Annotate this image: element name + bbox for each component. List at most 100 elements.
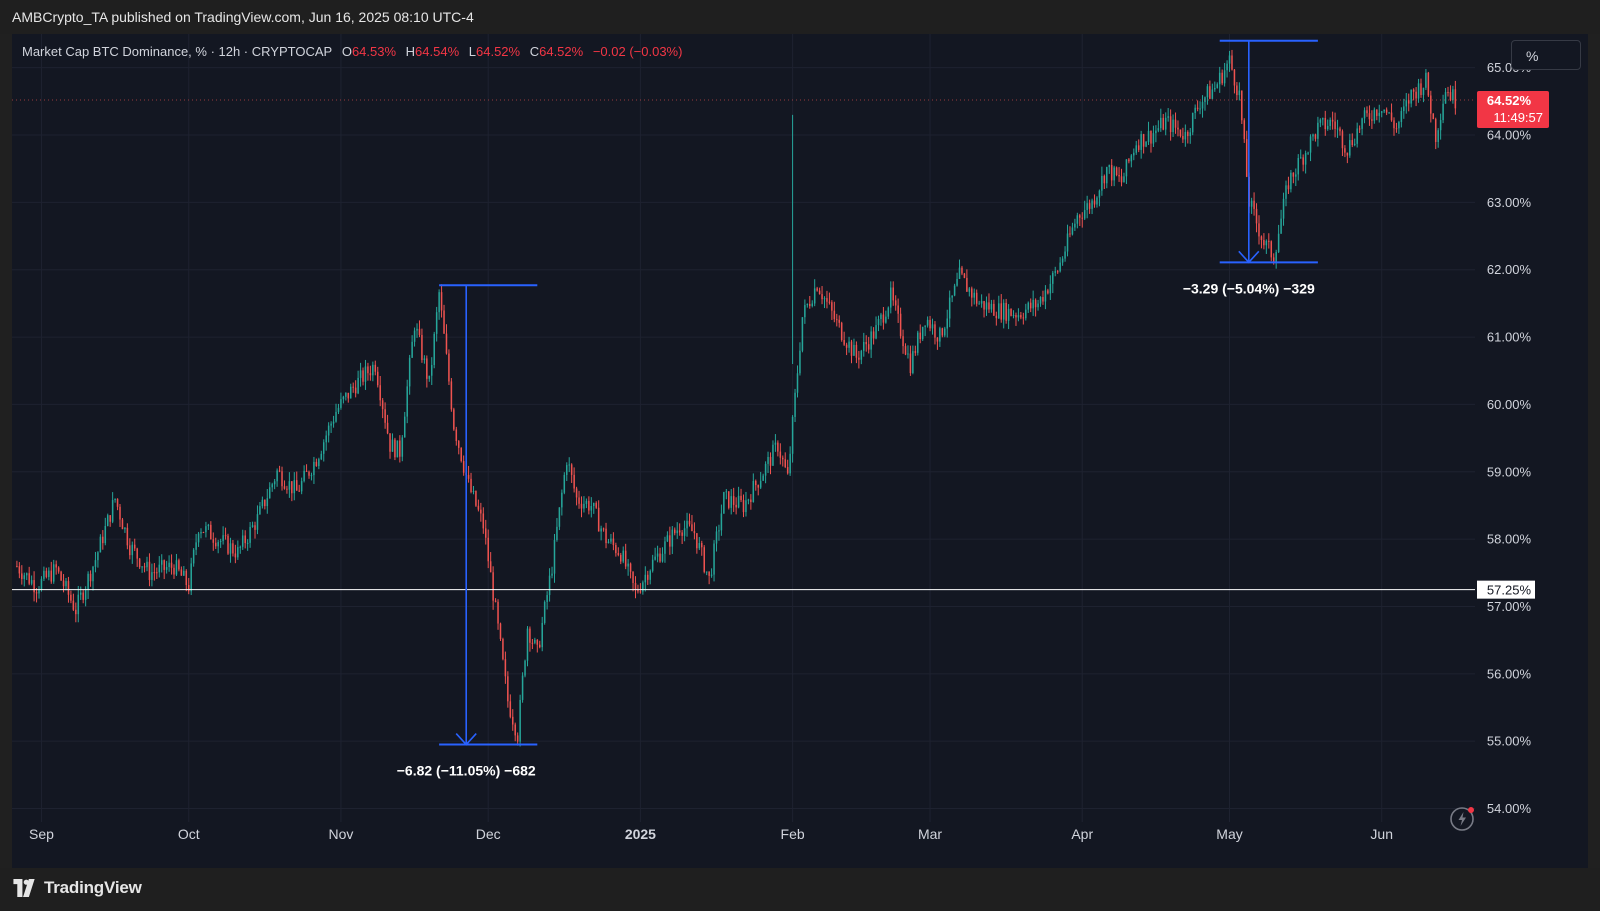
candle-body [148, 561, 151, 580]
candle-body [320, 453, 323, 460]
candle-body [661, 553, 664, 562]
candle-body [850, 341, 853, 356]
open-value: 64.53% [351, 44, 397, 59]
candle-body [1174, 119, 1177, 128]
candle-body [1341, 131, 1344, 149]
candle-body [239, 546, 242, 548]
candle-body [1236, 85, 1238, 96]
candle-body [1088, 203, 1091, 209]
candle-body [1020, 315, 1022, 318]
candle-body [445, 333, 448, 354]
candle-body [1022, 317, 1025, 319]
candle-body [715, 531, 718, 544]
y-tick-label: 55.00% [1487, 734, 1532, 749]
candle-body [271, 484, 273, 488]
candle-body [956, 278, 958, 286]
candle-body [165, 567, 168, 570]
candle-body [511, 716, 514, 725]
candle-body [980, 301, 983, 304]
candle-body [38, 590, 40, 594]
candle-body [553, 539, 556, 574]
candle-body [507, 676, 509, 702]
candle-body [556, 526, 558, 540]
candle-body [1042, 297, 1044, 302]
candle-body [885, 316, 887, 323]
candle-body [1319, 119, 1322, 123]
candle-body [1304, 153, 1307, 165]
candle-body [516, 735, 519, 742]
candle-body [1398, 122, 1400, 129]
y-tick-label: 56.00% [1487, 666, 1532, 681]
candle-body [170, 562, 173, 568]
candle-body [268, 487, 271, 499]
candle-body [438, 292, 440, 313]
candle-body [524, 660, 526, 676]
flash-icon[interactable] [1448, 803, 1478, 833]
candle-body [1079, 215, 1081, 218]
candle-body [102, 536, 104, 544]
candle-body [281, 471, 283, 487]
candle-body [1015, 315, 1017, 318]
candle-body [1263, 240, 1265, 246]
candle-body [1258, 223, 1260, 237]
candle-body [843, 340, 845, 345]
candle-body [1405, 100, 1408, 107]
candle-body [430, 364, 433, 376]
percent-scale-button[interactable]: % [1511, 40, 1581, 70]
candle-body [990, 303, 993, 310]
candle-body [1214, 87, 1216, 90]
candle-body [1071, 227, 1074, 235]
candle-body [219, 540, 222, 543]
candle-body [610, 538, 612, 542]
candle-body [1344, 148, 1346, 153]
candle-body [1430, 95, 1432, 114]
candle-body [1447, 92, 1449, 94]
candle-body [300, 481, 303, 492]
bar-countdown: 11:49:57 [1493, 110, 1543, 125]
candle-body [904, 346, 907, 355]
candle-body [1029, 302, 1032, 309]
candle-body [1368, 113, 1371, 120]
candle-body [590, 506, 593, 511]
y-tick-label: 63.00% [1487, 195, 1532, 210]
candle-body [1074, 223, 1076, 228]
candle-body [229, 543, 232, 554]
x-tick-label: Jun [1370, 826, 1393, 842]
candle-body [332, 421, 335, 424]
candle-body [907, 353, 909, 355]
candle-body [33, 580, 35, 593]
candle-body [455, 429, 458, 442]
candle-body [1378, 112, 1381, 116]
candle-body [617, 553, 620, 555]
tradingview-logo[interactable]: TradingView [12, 878, 142, 898]
candle-body [1329, 119, 1331, 126]
close-label: C [529, 44, 540, 59]
candle-body [92, 566, 94, 582]
chart-frame[interactable] [12, 34, 1588, 868]
candle-body [823, 298, 826, 300]
candle-body [1336, 128, 1339, 130]
tradingview-logo-icon [13, 879, 35, 897]
candle-body [880, 314, 882, 320]
candle-body [84, 589, 87, 600]
candle-body [492, 572, 494, 601]
candle-body [600, 528, 602, 532]
candle-body [649, 570, 651, 580]
candle-body [202, 532, 205, 534]
candle-body [362, 370, 364, 382]
candle-body [1133, 152, 1135, 156]
y-tick-label: 62.00% [1487, 262, 1532, 277]
candle-body [1010, 308, 1012, 316]
candle-body [642, 582, 644, 592]
candle-body [1160, 117, 1162, 129]
x-tick-label: Oct [178, 826, 200, 842]
candle-body [1417, 83, 1420, 99]
candle-body [340, 399, 342, 408]
candle-body [811, 303, 813, 307]
candle-body [622, 550, 624, 562]
candle-body [227, 535, 229, 554]
candle-body [799, 350, 801, 374]
candle-body [62, 580, 65, 587]
candle-body [536, 639, 539, 645]
